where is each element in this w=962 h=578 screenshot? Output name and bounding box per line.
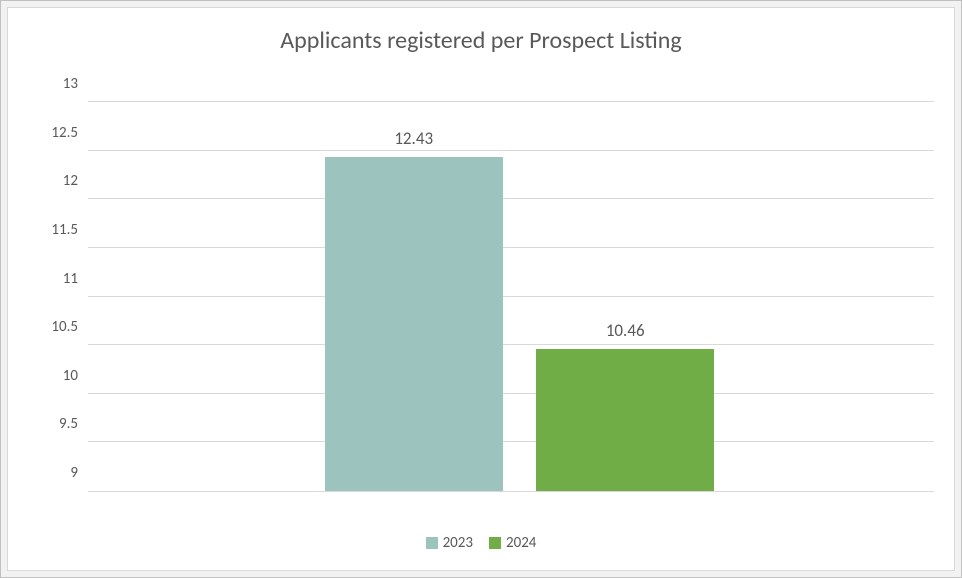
bar-2023: 12.43 — [325, 157, 503, 491]
y-tick-label: 9.5 — [59, 415, 88, 433]
grid-line — [88, 393, 934, 394]
y-tick-label: 12.5 — [51, 124, 88, 142]
legend-swatch-2024 — [489, 537, 501, 549]
y-tick-label: 10 — [63, 367, 88, 385]
grid-line — [88, 344, 934, 345]
y-tick-label: 12 — [63, 172, 88, 190]
grid-line — [88, 150, 934, 151]
grid-line — [88, 101, 934, 102]
legend-item-2024: 2024 — [489, 534, 536, 552]
y-tick-label: 11.5 — [51, 221, 88, 239]
chart-title: Applicants registered per Prospect Listi… — [8, 26, 954, 55]
legend-label-2024: 2024 — [506, 534, 536, 552]
legend: 2023 2024 — [8, 534, 954, 552]
data-label-2024: 10.46 — [606, 320, 645, 341]
chart-outer: Applicants registered per Prospect Listi… — [0, 0, 962, 578]
legend-item-2023: 2023 — [426, 534, 473, 552]
legend-swatch-2023 — [426, 537, 438, 549]
grid-line — [88, 198, 934, 199]
grid-line — [88, 247, 934, 248]
bar-2024: 10.46 — [536, 349, 714, 491]
grid-line — [88, 296, 934, 297]
data-label-2023: 12.43 — [394, 128, 433, 149]
plot-area: 99.51010.51111.51212.51312.4310.46 — [88, 102, 934, 492]
legend-label-2023: 2023 — [443, 534, 473, 552]
y-tick-label: 9 — [70, 464, 88, 482]
y-tick-label: 10.5 — [51, 318, 88, 336]
chart-inner: Applicants registered per Prospect Listi… — [7, 7, 955, 571]
grid-line — [88, 441, 934, 442]
y-tick-label: 13 — [63, 75, 88, 93]
y-tick-label: 11 — [63, 270, 88, 288]
